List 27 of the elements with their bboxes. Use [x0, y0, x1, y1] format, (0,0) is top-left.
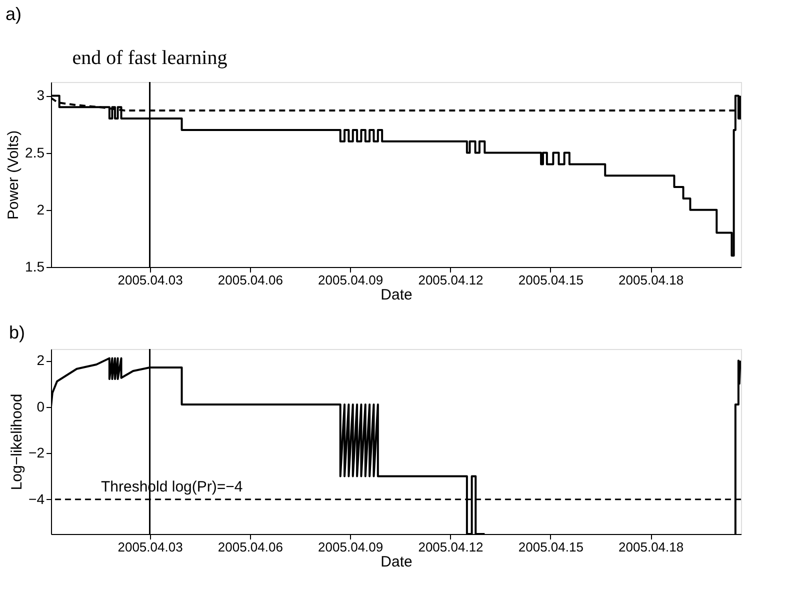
y-tick-label: 1.5 — [25, 258, 45, 274]
x-tick-label: 2005.04.09 — [318, 540, 384, 554]
chart-title: b) — [9, 322, 26, 342]
x-tick-label: 2005.04.12 — [418, 272, 484, 288]
ref-line-label: end of fast learning — [72, 47, 228, 69]
y-tick-label: 2.5 — [25, 144, 45, 160]
y-axis-title: Log−likelihood — [8, 394, 26, 490]
y-tick-label: 2 — [36, 352, 45, 368]
x-tick-label: 2005.04.03 — [118, 540, 183, 554]
x-tick-label: 2005.04.06 — [218, 540, 283, 554]
x-tick-label: 2005.04.18 — [618, 272, 684, 288]
y-tick-label: 3 — [36, 87, 45, 104]
x-tick-label: 2005.04.18 — [618, 540, 684, 554]
x-tick-label: 2005.04.06 — [218, 272, 283, 288]
x-tick-label: 2005.04.12 — [418, 540, 484, 554]
chart-title: a) — [6, 4, 22, 24]
x-axis-title: Date — [380, 554, 412, 570]
x-axis-title: Date — [380, 286, 412, 304]
x-tick-label: 2005.04.15 — [518, 540, 584, 554]
x-tick-label: 2005.04.09 — [318, 272, 384, 288]
y-tick-label: −2 — [28, 444, 45, 461]
x-tick-label: 2005.04.03 — [118, 272, 183, 288]
y-tick-label: 2 — [36, 201, 45, 218]
y-tick-label: 0 — [36, 398, 45, 414]
y-tick-label: −4 — [28, 490, 45, 507]
y-axis-title: Power (Volts) — [5, 130, 22, 220]
x-tick-label: 2005.04.15 — [518, 272, 584, 288]
